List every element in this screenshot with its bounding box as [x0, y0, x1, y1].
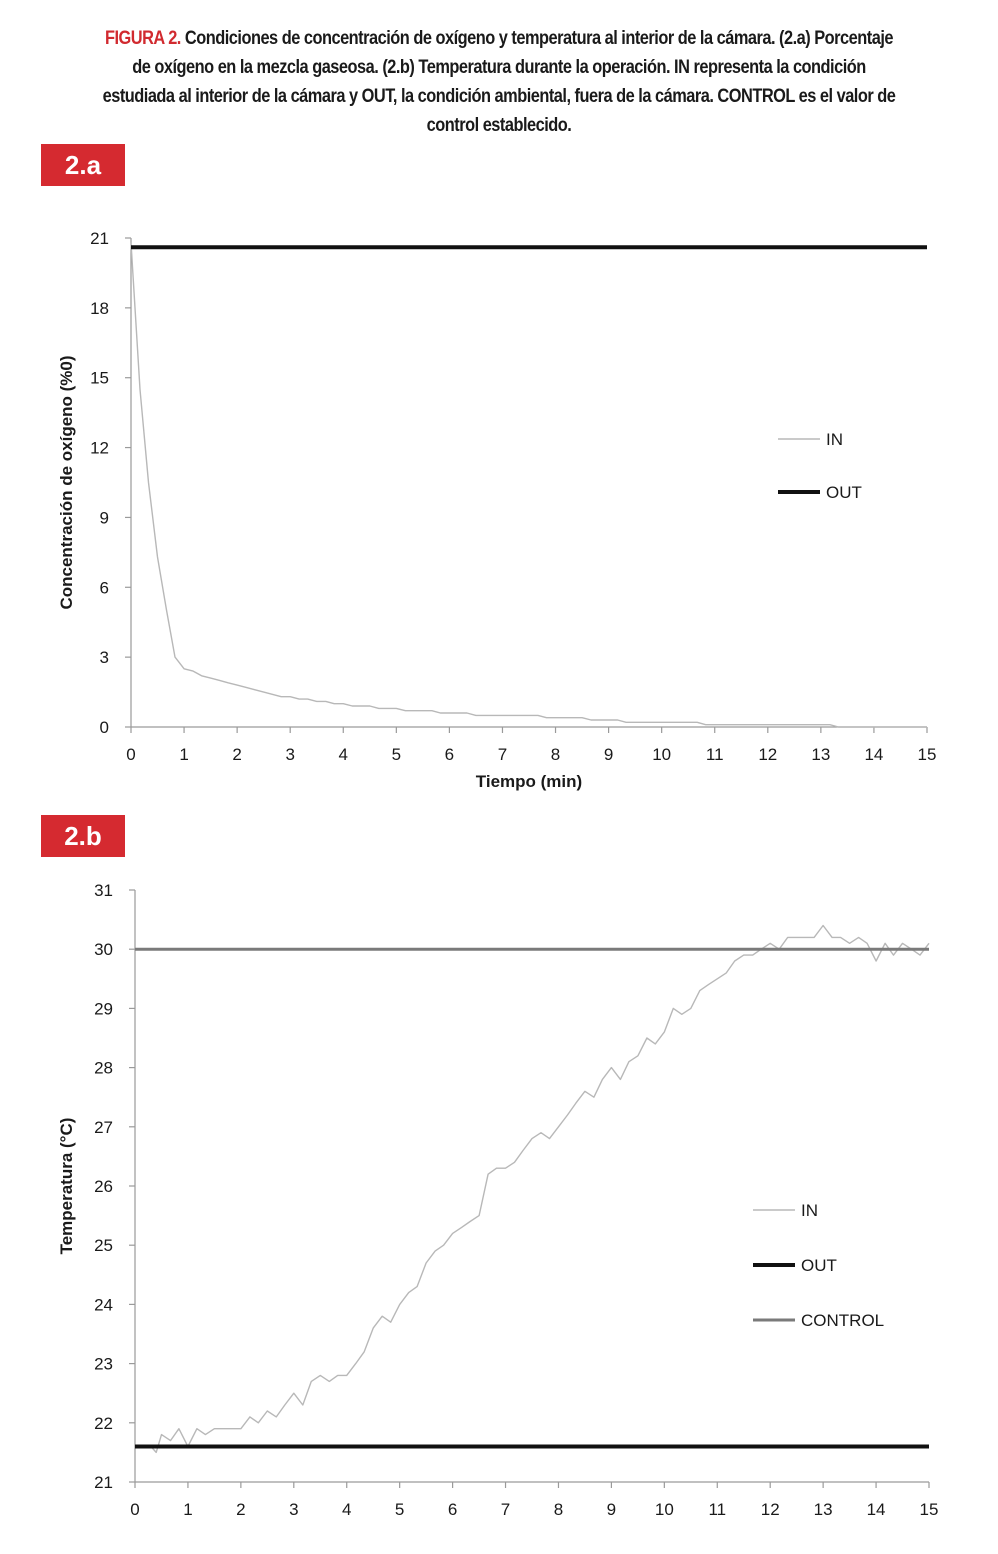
legend-label-in: IN: [801, 1201, 818, 1220]
x-tick-label: 15: [920, 1500, 939, 1519]
x-tick-label: 10: [655, 1500, 674, 1519]
x-tick-label: 13: [811, 745, 830, 764]
y-tick-label: 21: [90, 229, 109, 248]
panel-badge-2b: 2.b: [41, 815, 125, 857]
x-tick-label: 8: [551, 745, 560, 764]
x-tick-label: 3: [285, 745, 294, 764]
y-tick-label: 3: [100, 648, 109, 667]
x-tick-label: 0: [130, 1500, 139, 1519]
y-tick-label: 6: [100, 578, 109, 597]
y-tick-label: 31: [94, 881, 113, 900]
x-tick-label: 13: [814, 1500, 833, 1519]
y-tick-label: 29: [94, 999, 113, 1018]
legend-label-in: IN: [826, 430, 843, 449]
y-tick-label: 25: [94, 1236, 113, 1255]
figure-caption: FIGURA 2. Condiciones de concentración d…: [95, 24, 903, 140]
x-tick-label: 14: [867, 1500, 886, 1519]
legend-label-out: OUT: [801, 1256, 837, 1275]
y-tick-label: 18: [90, 299, 109, 318]
x-tick-label: 8: [554, 1500, 563, 1519]
panel-badge-2a: 2.a: [41, 144, 125, 186]
x-tick-label: 7: [501, 1500, 510, 1519]
x-tick-label: 6: [448, 1500, 457, 1519]
x-tick-label: 11: [708, 1500, 726, 1519]
y-tick-label: 21: [94, 1473, 113, 1492]
y-tick-label: 27: [94, 1118, 113, 1137]
y-tick-label: 12: [90, 439, 109, 458]
y-tick-label: 0: [100, 718, 109, 737]
y-axis-title: Concentración de oxígeno (%0): [57, 355, 76, 609]
x-tick-label: 1: [179, 745, 188, 764]
series-line-in: [130, 242, 927, 728]
x-tick-label: 9: [604, 745, 613, 764]
y-tick-label: 24: [94, 1295, 113, 1314]
x-tick-label: 5: [395, 1500, 404, 1519]
x-tick-label: 11: [706, 745, 724, 764]
caption-lead: FIGURA 2.: [105, 27, 181, 49]
x-tick-label: 4: [342, 1500, 351, 1519]
x-tick-label: 12: [758, 745, 777, 764]
x-tick-label: 3: [289, 1500, 298, 1519]
y-tick-label: 30: [94, 940, 113, 959]
x-tick-label: 10: [652, 745, 671, 764]
caption-text: Condiciones de concentración de oxígeno …: [102, 27, 896, 136]
x-tick-label: 6: [445, 745, 454, 764]
y-tick-label: 22: [94, 1414, 113, 1433]
y-tick-label: 15: [90, 369, 109, 388]
series-line-in: [150, 924, 930, 1454]
x-tick-label: 15: [918, 745, 937, 764]
y-tick-label: 9: [100, 508, 109, 527]
y-tick-label: 23: [94, 1355, 113, 1374]
x-tick-label: 2: [236, 1500, 245, 1519]
x-tick-label: 0: [126, 745, 135, 764]
x-tick-label: 5: [392, 745, 401, 764]
x-axis-title: Tiempo (min): [476, 772, 582, 791]
legend-label-out: OUT: [826, 483, 862, 502]
y-axis-title: Temperatura (°C): [57, 1118, 76, 1255]
x-tick-label: 9: [607, 1500, 616, 1519]
x-tick-label: 12: [761, 1500, 780, 1519]
x-tick-label: 1: [183, 1500, 192, 1519]
y-tick-label: 28: [94, 1059, 113, 1078]
x-tick-label: 7: [498, 745, 507, 764]
legend-label-control: CONTROL: [801, 1311, 884, 1330]
x-tick-label: 2: [232, 745, 241, 764]
x-tick-label: 14: [864, 745, 883, 764]
x-tick-label: 4: [339, 745, 348, 764]
y-tick-label: 26: [94, 1177, 113, 1196]
